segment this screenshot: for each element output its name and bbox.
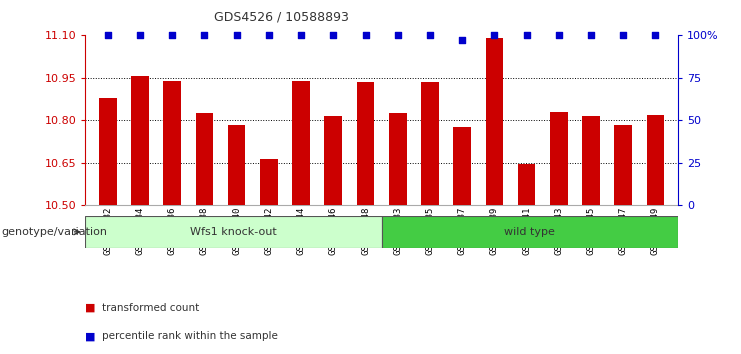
Bar — [647, 115, 665, 205]
Bar — [389, 113, 407, 205]
Point — [553, 33, 565, 38]
Bar — [453, 127, 471, 205]
Point — [134, 33, 146, 38]
Point — [521, 33, 533, 38]
Bar — [85, 216, 382, 248]
Bar — [292, 81, 310, 205]
Bar — [260, 159, 278, 205]
Bar — [227, 125, 245, 205]
Bar — [582, 116, 600, 205]
Point — [617, 33, 629, 38]
Point — [424, 33, 436, 38]
Bar — [550, 112, 568, 205]
Bar — [196, 113, 213, 205]
Point — [359, 33, 371, 38]
Point — [263, 33, 275, 38]
Point — [585, 33, 597, 38]
Point — [456, 38, 468, 43]
Text: ■: ■ — [85, 303, 96, 313]
Text: wild type: wild type — [505, 227, 555, 237]
Text: GDS4526 / 10588893: GDS4526 / 10588893 — [214, 11, 349, 24]
Point — [328, 33, 339, 38]
Point — [650, 33, 662, 38]
Text: ■: ■ — [85, 331, 96, 341]
Bar — [485, 38, 503, 205]
Bar — [99, 98, 116, 205]
Bar — [614, 125, 632, 205]
Point — [295, 33, 307, 38]
Bar — [421, 82, 439, 205]
Bar — [382, 216, 678, 248]
Point — [488, 33, 500, 38]
Bar — [131, 76, 149, 205]
Point — [392, 33, 404, 38]
Bar — [518, 164, 536, 205]
Point — [166, 33, 178, 38]
Text: genotype/variation: genotype/variation — [1, 227, 107, 237]
Bar — [163, 81, 181, 205]
Text: Wfs1 knock-out: Wfs1 knock-out — [190, 227, 277, 237]
Text: percentile rank within the sample: percentile rank within the sample — [102, 331, 277, 341]
Bar — [356, 82, 374, 205]
Text: transformed count: transformed count — [102, 303, 199, 313]
Bar — [325, 116, 342, 205]
Point — [199, 33, 210, 38]
Point — [102, 33, 113, 38]
Point — [230, 33, 242, 38]
